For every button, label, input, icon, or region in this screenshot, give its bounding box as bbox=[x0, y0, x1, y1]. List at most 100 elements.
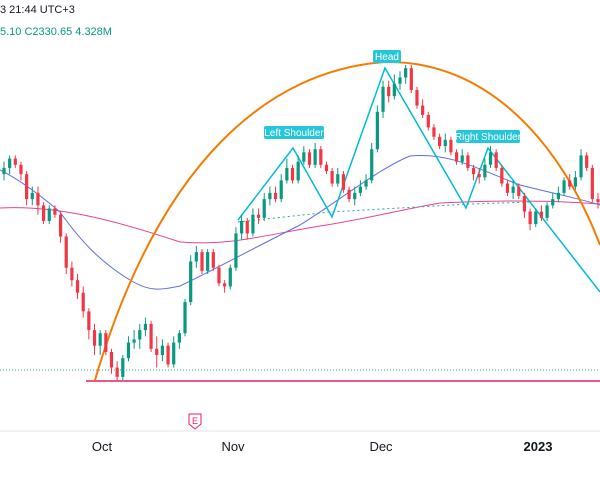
moving-average-pink bbox=[0, 200, 600, 244]
candle-body bbox=[296, 161, 300, 181]
x-axis: Oct Nov Dec 2023 bbox=[92, 439, 553, 454]
candle-body bbox=[25, 174, 29, 200]
candle-body bbox=[75, 280, 80, 293]
candle-body bbox=[500, 167, 504, 184]
volume-value: 4.328M bbox=[75, 26, 112, 38]
candle-body bbox=[47, 208, 51, 221]
candle-body bbox=[172, 342, 176, 365]
candle-body bbox=[488, 152, 493, 165]
candle-body bbox=[505, 183, 510, 193]
candle-body bbox=[460, 155, 464, 162]
candle-body bbox=[8, 158, 12, 168]
cup-arc bbox=[94, 60, 600, 381]
annotation-bg bbox=[456, 130, 520, 143]
candle-body bbox=[573, 177, 577, 187]
candle-body bbox=[353, 192, 357, 200]
pattern-zigzag bbox=[237, 66, 600, 293]
earnings-marker[interactable]: E bbox=[188, 413, 202, 430]
candle-body bbox=[183, 302, 187, 334]
annotation-bg bbox=[373, 50, 401, 63]
candle-body bbox=[579, 155, 583, 178]
annotation-head[interactable]: Head bbox=[373, 50, 401, 63]
candle-body bbox=[64, 236, 68, 268]
candle-body bbox=[98, 333, 102, 346]
candle-body bbox=[562, 180, 566, 193]
candle-body bbox=[330, 171, 334, 184]
candle-body bbox=[143, 323, 148, 331]
candle-body bbox=[290, 167, 295, 181]
candle-body bbox=[438, 136, 442, 147]
candle-body bbox=[206, 252, 210, 271]
chart-header-ohlc: 5.10 C2330.65 4.328M bbox=[0, 26, 112, 38]
candle-body bbox=[302, 152, 306, 162]
candle-body bbox=[443, 139, 447, 147]
candle-body bbox=[177, 333, 181, 343]
candle-body bbox=[109, 351, 114, 368]
candle-body bbox=[466, 155, 470, 168]
candle-body bbox=[104, 333, 108, 352]
candle-body bbox=[240, 220, 244, 234]
annotation-label: Head bbox=[375, 52, 399, 63]
annotation-right-shoulder[interactable]: Right Shoulder bbox=[455, 130, 522, 143]
candle-body bbox=[58, 214, 63, 237]
candle-body bbox=[404, 68, 408, 78]
candle-body bbox=[13, 158, 17, 165]
candle-body bbox=[358, 186, 362, 193]
chart-header-time: 3 21:44 UTC+3 bbox=[0, 4, 75, 16]
candle-body bbox=[534, 211, 538, 225]
candle-body bbox=[511, 186, 515, 193]
x-tick-label: Dec bbox=[369, 439, 393, 454]
candle-body bbox=[166, 345, 170, 365]
candle-body bbox=[398, 77, 402, 84]
candle-body bbox=[189, 261, 193, 303]
candle-body bbox=[319, 149, 323, 165]
x-tick-label: Oct bbox=[92, 439, 113, 454]
candle-body bbox=[211, 252, 215, 268]
candle-body bbox=[234, 233, 238, 268]
candle-body bbox=[341, 174, 346, 190]
annotation-bg bbox=[264, 126, 324, 139]
candle-body bbox=[392, 83, 396, 97]
candle-body bbox=[160, 345, 164, 356]
candles-group bbox=[2, 65, 600, 380]
candle-body bbox=[596, 199, 600, 203]
candle-body bbox=[217, 267, 221, 284]
candle-body bbox=[415, 89, 419, 106]
candle-body bbox=[307, 152, 312, 165]
candle-body bbox=[426, 114, 430, 128]
annotation-left-shoulder[interactable]: Left Shoulder bbox=[264, 126, 324, 139]
candle-body bbox=[126, 342, 131, 359]
candle-body bbox=[279, 180, 283, 200]
candle-body bbox=[324, 164, 329, 172]
candle-body bbox=[138, 330, 142, 340]
candle-body bbox=[285, 167, 289, 181]
candle-body bbox=[132, 339, 136, 343]
candle-body bbox=[121, 358, 125, 377]
annotation-label: Left Shoulder bbox=[264, 128, 324, 139]
candle-body bbox=[585, 155, 589, 168]
candle-body bbox=[228, 267, 232, 287]
candle-body bbox=[477, 174, 481, 178]
moving-average-blue bbox=[0, 154, 600, 290]
candle-body bbox=[200, 252, 204, 271]
candle-body bbox=[223, 283, 227, 287]
candle-body bbox=[268, 192, 272, 200]
candle-body bbox=[273, 192, 278, 200]
candle-body bbox=[449, 139, 453, 153]
candle-body bbox=[256, 214, 261, 218]
candle-body bbox=[375, 111, 379, 150]
candle-body bbox=[336, 174, 340, 184]
candle-body bbox=[81, 292, 85, 312]
candle-body bbox=[87, 311, 91, 331]
candle-body bbox=[347, 189, 351, 200]
candle-body bbox=[2, 167, 6, 175]
candle-body bbox=[528, 211, 532, 225]
candle-body bbox=[551, 199, 555, 206]
candle-body bbox=[556, 192, 560, 200]
candle-body bbox=[149, 323, 153, 349]
candle-body bbox=[381, 86, 385, 112]
candle-body bbox=[364, 180, 368, 187]
candle-body bbox=[539, 211, 544, 218]
candle-body bbox=[313, 149, 317, 165]
